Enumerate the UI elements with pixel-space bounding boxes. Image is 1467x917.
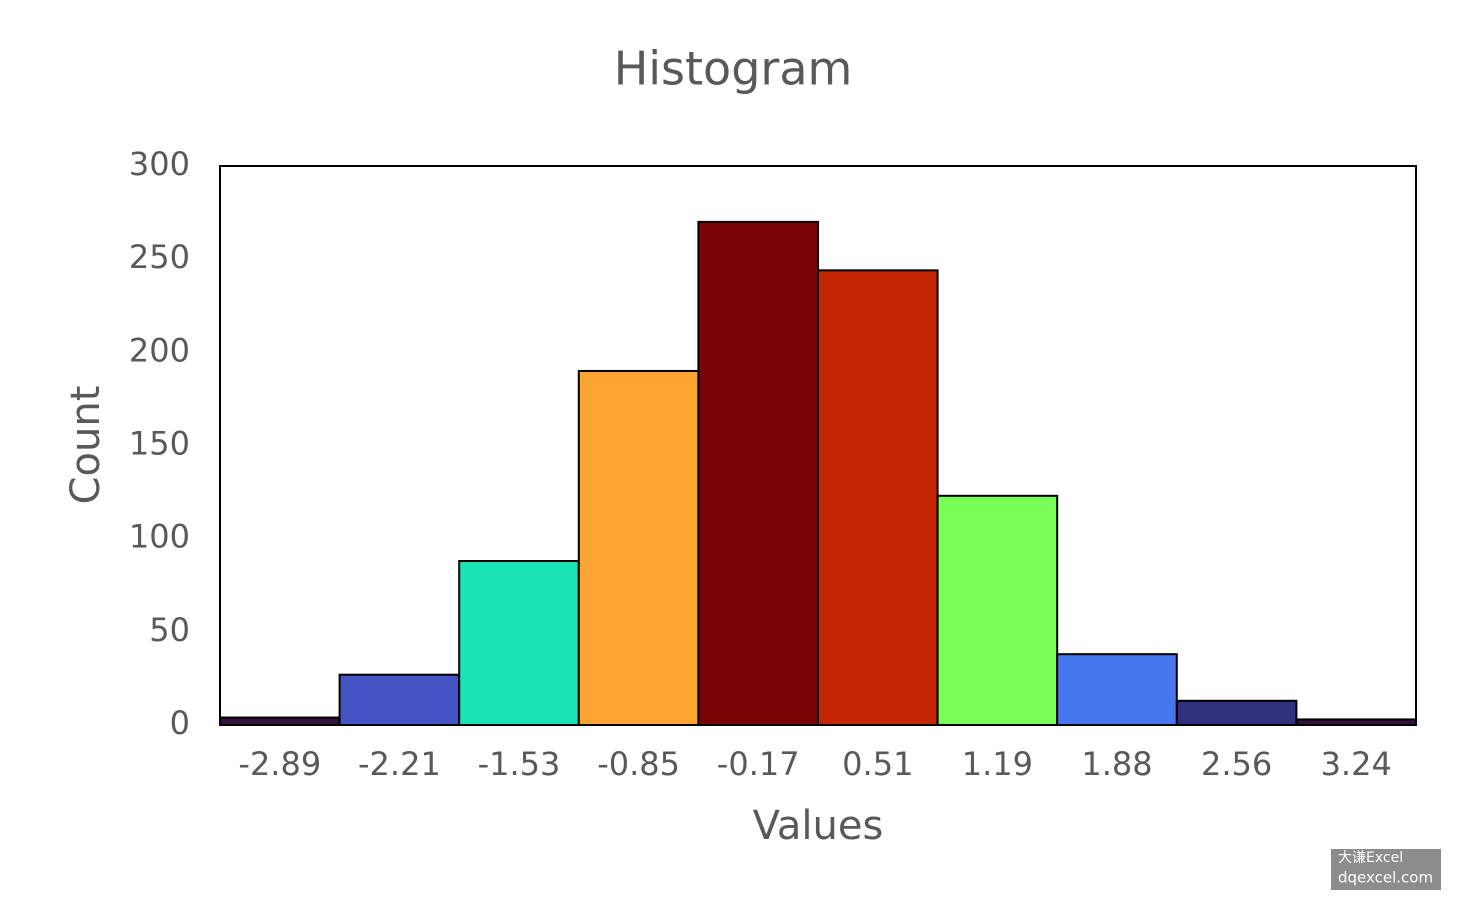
- x-tick-label: 3.24: [1321, 745, 1392, 783]
- bar: [338, 673, 461, 727]
- x-tick-label: -2.89: [238, 745, 321, 783]
- bar: [577, 369, 700, 726]
- y-tick-label: 100: [129, 518, 190, 556]
- y-tick-label: 0: [170, 704, 190, 742]
- bar: [697, 220, 820, 726]
- y-axis-label: Count: [63, 386, 109, 505]
- bar: [936, 494, 1059, 726]
- x-tick-label: -2.21: [358, 745, 441, 783]
- x-tick-label: 1.88: [1081, 745, 1152, 783]
- y-tick-label: 150: [129, 425, 190, 463]
- bar: [817, 269, 939, 726]
- chart-title: Histogram: [614, 42, 853, 96]
- bar: [1175, 699, 1298, 727]
- watermark-text: dqexcel.com: [1338, 869, 1433, 887]
- x-tick-label: -0.85: [597, 745, 680, 783]
- y-tick-label: 250: [129, 238, 190, 276]
- y-tick-label: 50: [149, 611, 190, 649]
- x-axis-label: Values: [753, 803, 884, 849]
- watermark-text: 大谦Excel: [1338, 850, 1403, 866]
- y-tick-label: 300: [129, 145, 190, 183]
- watermark-box: [1331, 849, 1441, 890]
- x-tick-label: 0.51: [842, 745, 913, 783]
- bar: [1295, 718, 1418, 726]
- bar: [458, 560, 580, 726]
- bar: [219, 716, 341, 727]
- bar: [1056, 653, 1178, 727]
- x-tick-label: 1.19: [962, 745, 1033, 783]
- y-tick-label: 200: [129, 331, 190, 369]
- x-tick-label: 2.56: [1201, 745, 1272, 783]
- x-tick-label: -1.53: [478, 745, 561, 783]
- x-tick-label: -0.17: [717, 745, 800, 783]
